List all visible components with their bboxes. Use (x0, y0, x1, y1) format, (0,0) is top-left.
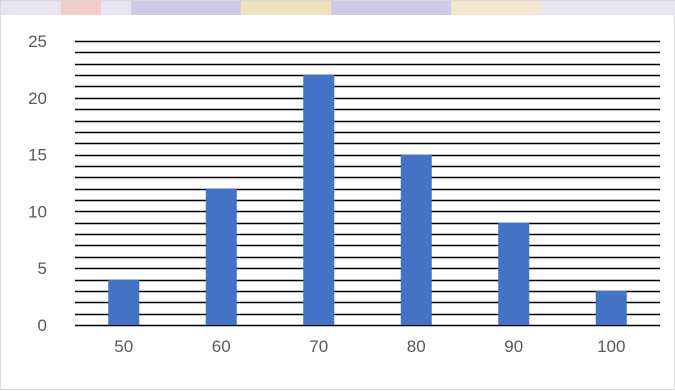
y-tick-label: 15 (28, 146, 47, 165)
x-tick-label: 90 (504, 337, 523, 356)
y-tick-label: 0 (38, 316, 47, 335)
x-tick-label: 100 (597, 337, 625, 356)
background-watermark-strip (1, 1, 675, 15)
y-axis-ticks: 0 5 10 15 20 25 (28, 32, 47, 335)
bar-70 (303, 75, 335, 325)
x-tick-label: 70 (309, 337, 328, 356)
y-tick-label: 25 (28, 32, 47, 51)
y-tick-label: 5 (38, 259, 47, 278)
bar-60 (205, 188, 237, 325)
bar-100 (595, 290, 627, 325)
x-tick-label: 80 (407, 337, 426, 356)
bar-80 (400, 154, 432, 325)
bar-90 (498, 222, 530, 325)
bars (108, 75, 627, 325)
gridlines (75, 40, 660, 327)
x-tick-label: 60 (212, 337, 231, 356)
bar-50 (108, 279, 140, 325)
y-tick-label: 10 (28, 202, 47, 221)
y-tick-label: 20 (28, 89, 47, 108)
x-axis-ticks: 50 60 70 80 90 100 (114, 337, 625, 356)
x-tick-label: 50 (114, 337, 133, 356)
